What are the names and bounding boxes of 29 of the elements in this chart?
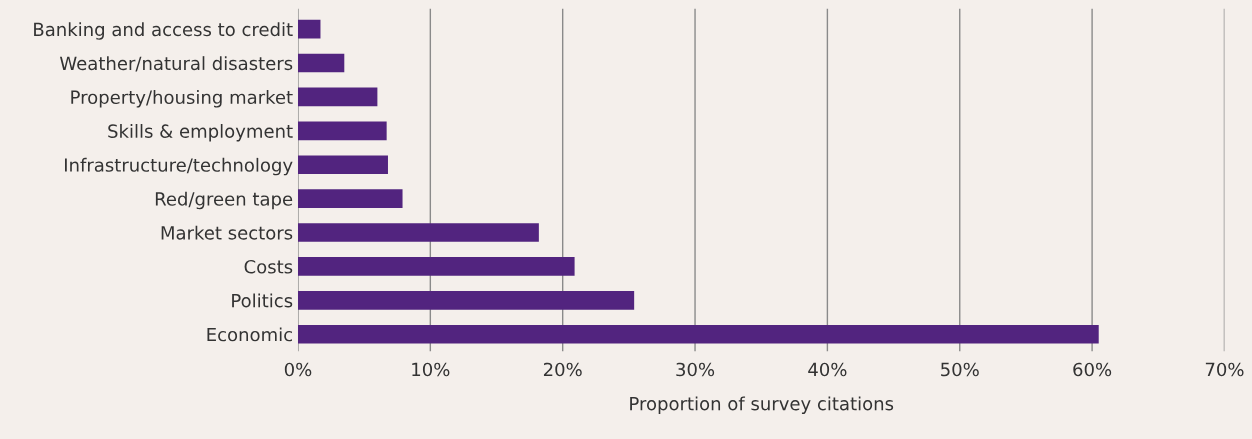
x-tick-label: 0% <box>284 362 312 377</box>
x-axis-title: Proportion of survey citations <box>630 396 894 414</box>
bar <box>297 19 321 39</box>
bar <box>297 121 387 141</box>
x-tick-label: 70% <box>1205 362 1244 377</box>
bar <box>297 324 1099 344</box>
bar <box>297 189 403 208</box>
bar <box>297 291 635 310</box>
bar <box>297 223 539 242</box>
bar <box>297 155 388 175</box>
y-tick-label: Skills & employment <box>108 123 293 142</box>
x-tick-label: 10% <box>412 362 450 377</box>
y-tick-label: Banking and access to credit <box>34 22 293 40</box>
y-tick-label: Red/green tape <box>155 191 293 210</box>
y-tick-label: Economic <box>207 327 292 342</box>
x-tick-label: 30% <box>676 362 715 377</box>
y-tick-label: Market sectors <box>161 225 293 240</box>
bar <box>297 87 378 107</box>
x-tick-label: 60% <box>1073 362 1112 377</box>
x-tick-label: 20% <box>543 362 582 377</box>
y-tick-label: Politics <box>232 293 293 308</box>
y-tick-label: Infrastructure/technology <box>65 157 293 176</box>
x-tick-label: 50% <box>941 362 979 377</box>
bar <box>297 257 575 276</box>
x-tick-label: 40% <box>808 362 847 377</box>
y-tick-label: Weather/natural disasters <box>59 56 293 72</box>
bar <box>297 53 345 73</box>
y-tick-label: Costs <box>244 259 293 274</box>
y-tick-label: Property/housing market <box>71 90 293 108</box>
